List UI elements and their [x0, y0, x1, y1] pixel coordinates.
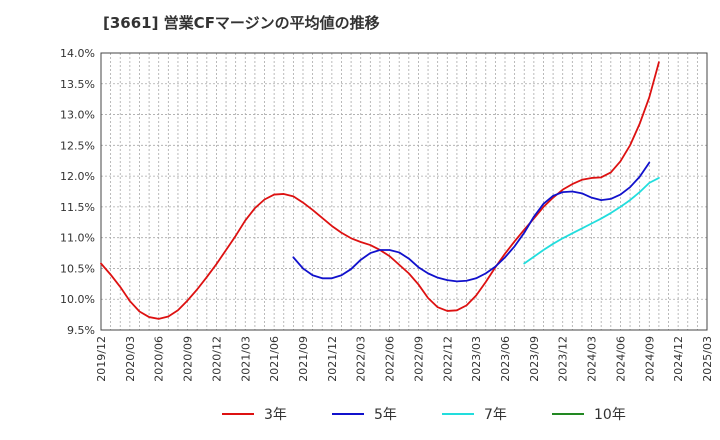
x-tick-label: 2022/12	[441, 336, 454, 382]
x-tick-label: 2019/12	[95, 336, 108, 382]
y-tick-label: 12.0%	[60, 170, 95, 183]
y-tick-label: 12.5%	[60, 139, 95, 152]
x-tick-label: 2022/09	[412, 336, 425, 382]
x-tick-label: 2020/03	[124, 336, 137, 382]
y-tick-label: 13.0%	[60, 109, 95, 122]
x-tick-label: 2022/03	[355, 336, 368, 382]
plot-frame	[100, 52, 708, 331]
y-tick-label: 9.5%	[67, 324, 95, 337]
y-tick-label: 13.5%	[60, 78, 95, 91]
x-tick-label: 2021/03	[239, 336, 252, 382]
x-tick-label: 2024/06	[614, 336, 627, 382]
x-tick-label: 2021/09	[297, 336, 310, 382]
chart-title: [3661] 営業CFマージンの平均値の推移	[103, 14, 380, 32]
x-tick-label: 2025/03	[701, 336, 714, 382]
series-line-2	[523, 177, 660, 265]
x-tick-label: 2022/06	[384, 336, 397, 382]
x-tick-label: 2024/12	[672, 336, 685, 382]
x-tick-label: 2023/12	[557, 336, 570, 382]
x-axis: 2019/12 2020/03 2020/06 2020/09 2020/12 2021/…	[95, 336, 714, 382]
x-tick-label: 2021/06	[268, 336, 281, 382]
series-line-1	[292, 161, 651, 283]
legend: 3年 5年 7年 10年	[222, 407, 626, 423]
x-tick-label: 2020/09	[182, 336, 195, 382]
series-layer	[100, 61, 660, 320]
legend-label-3: 10年	[594, 407, 626, 423]
x-tick-label: 2021/12	[326, 336, 339, 382]
legend-label-2: 7年	[484, 407, 507, 423]
x-tick-label: 2020/12	[210, 336, 223, 382]
y-tick-label: 10.0%	[60, 293, 95, 306]
x-tick-label: 2024/09	[643, 336, 656, 382]
legend-label-1: 5年	[374, 407, 397, 423]
y-tick-label: 10.5%	[60, 262, 95, 275]
grid-layer	[101, 53, 707, 330]
y-axis: 9.5% 10.0% 10.5% 11.0% 11.5% 12.0% 12.5% 13.0% 1…	[60, 47, 95, 337]
y-tick-label: 11.5%	[60, 201, 95, 214]
x-tick-label: 2020/06	[153, 336, 166, 382]
x-tick-label: 2024/03	[586, 336, 599, 382]
y-tick-label: 14.0%	[60, 47, 95, 60]
x-tick-label: 2023/03	[470, 336, 483, 382]
x-tick-label: 2023/09	[528, 336, 541, 382]
y-tick-label: 11.0%	[60, 232, 95, 245]
legend-label-0: 3年	[264, 407, 287, 423]
x-tick-label: 2023/06	[499, 336, 512, 382]
